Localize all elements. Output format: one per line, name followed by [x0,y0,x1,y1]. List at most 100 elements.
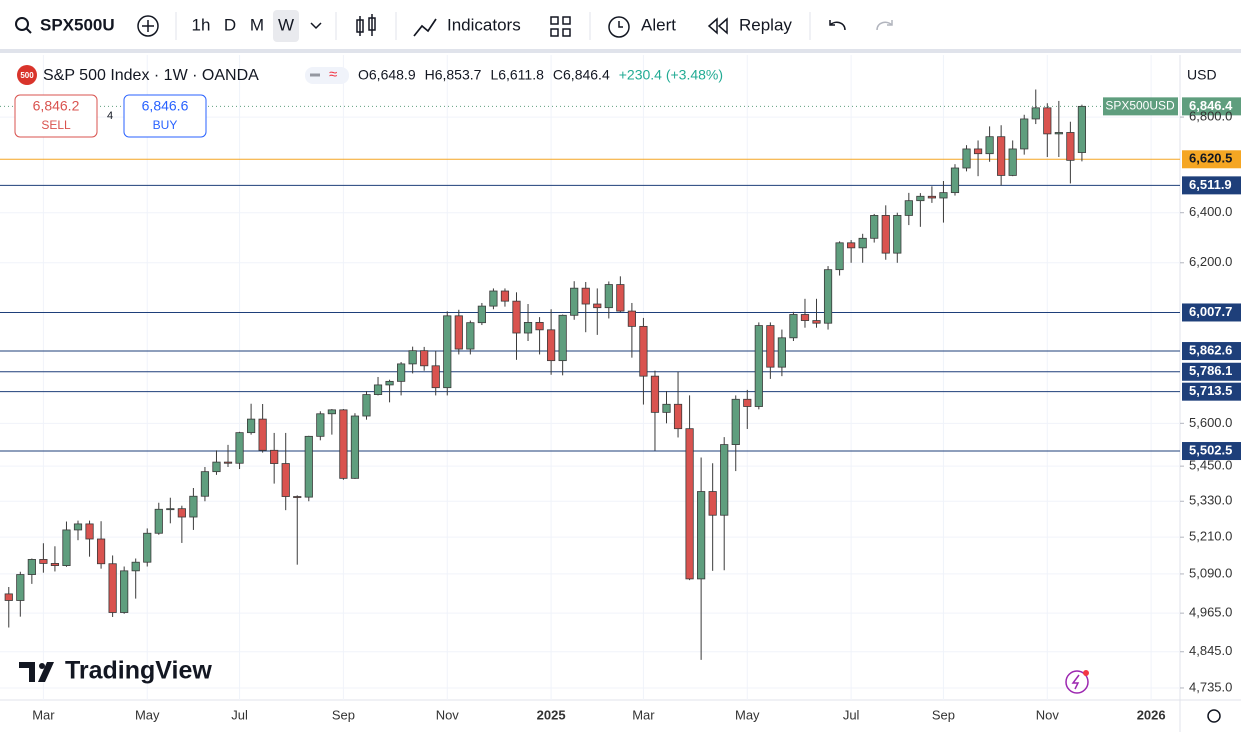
interval-active-bg [273,10,299,42]
layouts[interactable] [550,16,571,37]
candle-body [904,200,913,216]
ohlc-value: H6,853.7 [425,67,482,83]
replay[interactable]: Replay [739,15,792,34]
candle-body [754,325,763,407]
candle-body [477,305,486,324]
candle-body [39,559,48,564]
candle-body [27,559,36,575]
candle-body [847,242,856,249]
indicators[interactable]: Indicators [447,15,521,34]
candle-body [604,284,613,309]
candle-body [235,432,244,464]
candle-body [939,192,948,199]
ohlc-legend: O6,648.9 H6,853.7 L6,611.8 C6,846.4 +230.4 (… [358,67,723,83]
level-label: 5,786.1 [1189,363,1232,378]
chart-title: S&P 500 Index · 1W · OANDA [43,67,259,84]
candle-body [858,237,867,249]
redo[interactable] [876,20,893,31]
candle-body [616,284,625,312]
undo[interactable] [829,20,846,31]
candle-body [316,413,325,437]
candle-body [570,287,579,316]
candle-body [466,322,475,350]
sell-price: 6,846.2 [33,98,80,114]
add-icon [142,20,154,32]
x-tick-label: 2026 [1137,707,1166,722]
y-tick-label: 6,200.0 [1189,254,1232,269]
candle-body [258,418,267,451]
sell-button[interactable] [14,94,98,138]
candle-body [373,384,383,395]
candle-body [304,435,313,498]
candle-body [420,350,429,367]
interval[interactable]: M [250,15,264,34]
candle-body [281,463,290,497]
candle-body [893,215,902,254]
candle-body [916,195,925,202]
interval[interactable]: 1h [192,15,211,34]
y-tick-label: 6,400.0 [1189,204,1232,219]
y-tick-label: 5,450.0 [1189,458,1232,473]
candle-body [73,523,83,531]
search-icon[interactable] [15,17,29,31]
alert[interactable]: Alert [641,15,676,34]
x-tick-label: Jul [843,707,860,722]
series-tag: SPX500USD [1105,99,1175,113]
add-symbol[interactable] [137,15,159,37]
x-tick-label: Nov [436,707,460,722]
candle-body [812,320,821,324]
level-label: 5,862.6 [1189,342,1232,357]
buy-button[interactable] [123,94,207,138]
interval[interactable]: W [278,15,294,34]
candle-body [950,167,960,194]
candle-body [835,242,844,271]
settings[interactable] [1207,709,1221,723]
sell-label: SELL [41,118,71,132]
candle-body [96,538,106,565]
candle-body [823,269,833,324]
watermark: TradingView [65,657,212,685]
candle-body [166,508,175,511]
y-tick-label: 4,845.0 [1189,643,1232,658]
candle-body [293,496,302,498]
x-tick-label: 2025 [537,707,566,722]
candle-body [1008,148,1017,176]
candle-body [985,136,994,155]
candle-body [673,403,683,430]
x-tick-label: Sep [332,707,355,722]
candle-body [593,303,602,309]
level-label-bg [1182,176,1241,195]
candle-body [881,215,890,254]
last-price-label: 6,846.4 [1189,98,1233,113]
candle-body [720,444,729,516]
candle-body [62,529,71,566]
assistant-icon[interactable] [1065,670,1089,694]
level-label: 6,620.5 [1189,151,1232,166]
logo [39,663,45,669]
candle-body [408,350,417,365]
levels: 6,620.5 6,511.9 6,007.7 5,862.6 5,786.1 5,713… [0,97,1241,461]
currency[interactable]: USD [1187,67,1217,83]
candle-body [685,428,694,580]
level-label-bg [1182,442,1241,461]
ohlc-value: +230.4 (+3.48%) [619,67,723,83]
buy-label: BUY [153,118,178,132]
level-label-bg [1182,362,1241,381]
buy-price: 6,846.6 [142,98,189,114]
candle-body [547,329,556,362]
interval-menu[interactable] [310,22,322,30]
y-tick-label: 4,965.0 [1189,605,1232,620]
level-label: 5,713.5 [1189,383,1232,398]
y-tick-label: 5,600.0 [1189,415,1232,430]
candle-body [120,570,129,613]
x-tick-label: May [735,707,760,722]
candle-body [1054,132,1063,135]
level-label: 6,511.9 [1189,177,1232,192]
level-label-bg [1182,382,1241,401]
interval[interactable]: D [224,15,236,34]
candle-body [143,532,152,563]
candle-body [16,574,25,601]
chart-type[interactable] [356,14,376,36]
symbol[interactable]: SPX500U [40,15,115,34]
badge [17,65,37,85]
